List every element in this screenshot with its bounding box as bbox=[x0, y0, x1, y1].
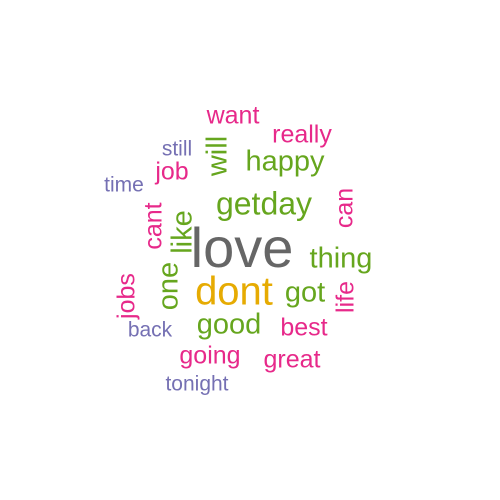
word-time: time bbox=[104, 174, 144, 197]
word-going: going bbox=[179, 342, 240, 370]
word-life: life bbox=[332, 281, 360, 313]
word-got: got bbox=[285, 277, 325, 309]
word-still: still bbox=[162, 138, 192, 161]
word-can: can bbox=[331, 188, 359, 228]
word-one: one bbox=[153, 262, 185, 310]
word-jobs: jobs bbox=[113, 273, 141, 320]
word-love: love bbox=[191, 216, 294, 279]
word-will: will bbox=[202, 136, 234, 177]
word-happy: happy bbox=[245, 146, 325, 178]
word-dont: dont bbox=[195, 270, 273, 314]
word-cant: cant bbox=[140, 202, 168, 249]
word-great: great bbox=[264, 346, 321, 374]
word-job: job bbox=[154, 158, 188, 186]
word-want: want bbox=[206, 102, 260, 130]
word-getday: getday bbox=[216, 185, 312, 221]
word-best: best bbox=[280, 314, 327, 342]
word-thing: thing bbox=[310, 243, 373, 275]
word-tonight: tonight bbox=[165, 373, 228, 396]
word-really: really bbox=[272, 121, 332, 149]
word-good: good bbox=[197, 309, 262, 341]
word-back: back bbox=[128, 319, 173, 342]
word-like: like bbox=[167, 210, 199, 254]
